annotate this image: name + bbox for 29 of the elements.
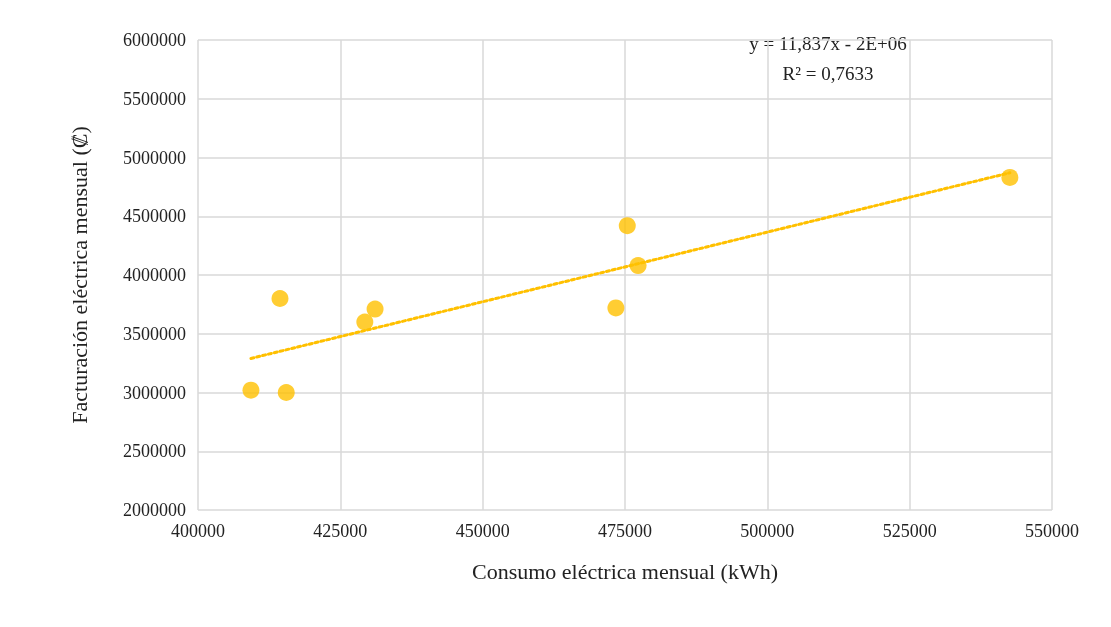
point	[618, 217, 636, 235]
point	[242, 381, 260, 399]
y-tick-label: 4500000	[123, 206, 186, 227]
x-tick-label: 500000	[740, 521, 795, 541]
y-tick-label: 4000000	[123, 265, 186, 285]
y-tick-label: 2500000	[123, 441, 186, 462]
y-tick-label: 3500000	[123, 323, 186, 344]
annotation: R² = 0,7633	[782, 63, 874, 84]
point	[277, 384, 295, 401]
point	[366, 300, 384, 318]
y-tick-label: 5500000	[123, 88, 186, 109]
y-tick-label: 2000000	[123, 500, 186, 520]
point	[607, 299, 625, 317]
x-tick-label: 475000	[598, 521, 652, 541]
x-tick-label: 525000	[882, 521, 937, 541]
point	[1001, 168, 1019, 186]
x-axis-title: Consumo eléctrica mensual (kWh)	[471, 558, 779, 584]
y-tick-label: 3000000	[123, 382, 186, 403]
x-tick-label: 450000	[455, 521, 510, 541]
point	[356, 313, 374, 331]
point	[629, 257, 647, 275]
x-tick-label: 400000	[171, 521, 225, 541]
y-axis-title: Facturación eléctrica mensual (₡)	[66, 126, 92, 424]
annotation: y = 11,837x - 2E+06	[749, 33, 907, 54]
x-tick-label: 550000	[1025, 521, 1079, 541]
point	[271, 290, 289, 307]
x-tick-label: 425000	[313, 521, 368, 541]
y-tick-label: 6000000	[123, 30, 186, 50]
y-tick-label: 5000000	[123, 147, 186, 168]
